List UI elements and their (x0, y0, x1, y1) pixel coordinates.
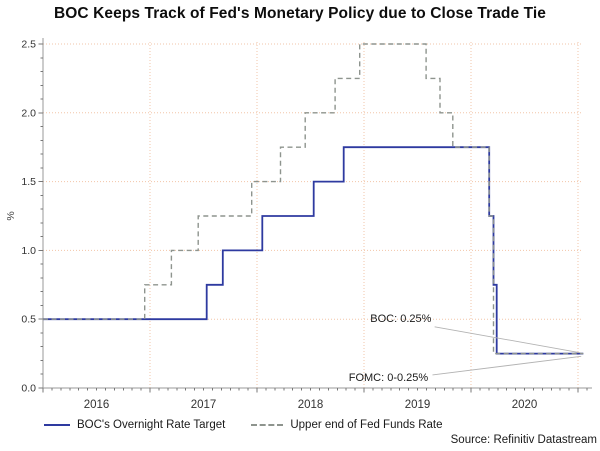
y-tick-label: 1.5 (21, 176, 36, 188)
annotation-leader-line (434, 326, 582, 354)
x-tick-label: 2020 (512, 399, 538, 411)
legend-item-fed: Upper end of Fed Funds Rate (251, 419, 443, 431)
x-tick-label: 2017 (191, 399, 217, 411)
y-tick-label: 0.5 (21, 314, 36, 326)
chart-legend: BOC's Overnight Rate Target Upper end of… (44, 419, 469, 431)
source-credit: Source: Refinitiv Datastream (450, 434, 597, 446)
legend-label-boc: BOC's Overnight Rate Target (77, 419, 226, 431)
boc-line-swatch-icon (44, 424, 70, 426)
chart-title: BOC Keeps Track of Fed's Monetary Policy… (53, 5, 547, 22)
y-tick-label: 1.0 (21, 245, 36, 257)
legend-label-fed: Upper end of Fed Funds Rate (290, 419, 443, 431)
boc-rate-line (43, 146, 584, 355)
y-tick-label: 2.0 (21, 107, 36, 119)
y-axis-label: % (5, 211, 17, 220)
annotation-leader-line (432, 355, 582, 376)
x-tick-label: 2018 (298, 399, 324, 411)
legend-item-boc: BOC's Overnight Rate Target (44, 419, 225, 431)
fed-line-swatch-icon (251, 424, 284, 426)
annotation-boc-rate: BOC: 0.25% (370, 313, 431, 325)
y-tick-label: 0.0 (21, 383, 36, 395)
annotation-fomc-rate: FOMC: 0-0.25% (349, 372, 429, 384)
y-tick-label: 2.5 (21, 39, 36, 51)
x-tick-label: 2016 (84, 399, 110, 411)
x-tick-label: 2019 (405, 399, 431, 411)
